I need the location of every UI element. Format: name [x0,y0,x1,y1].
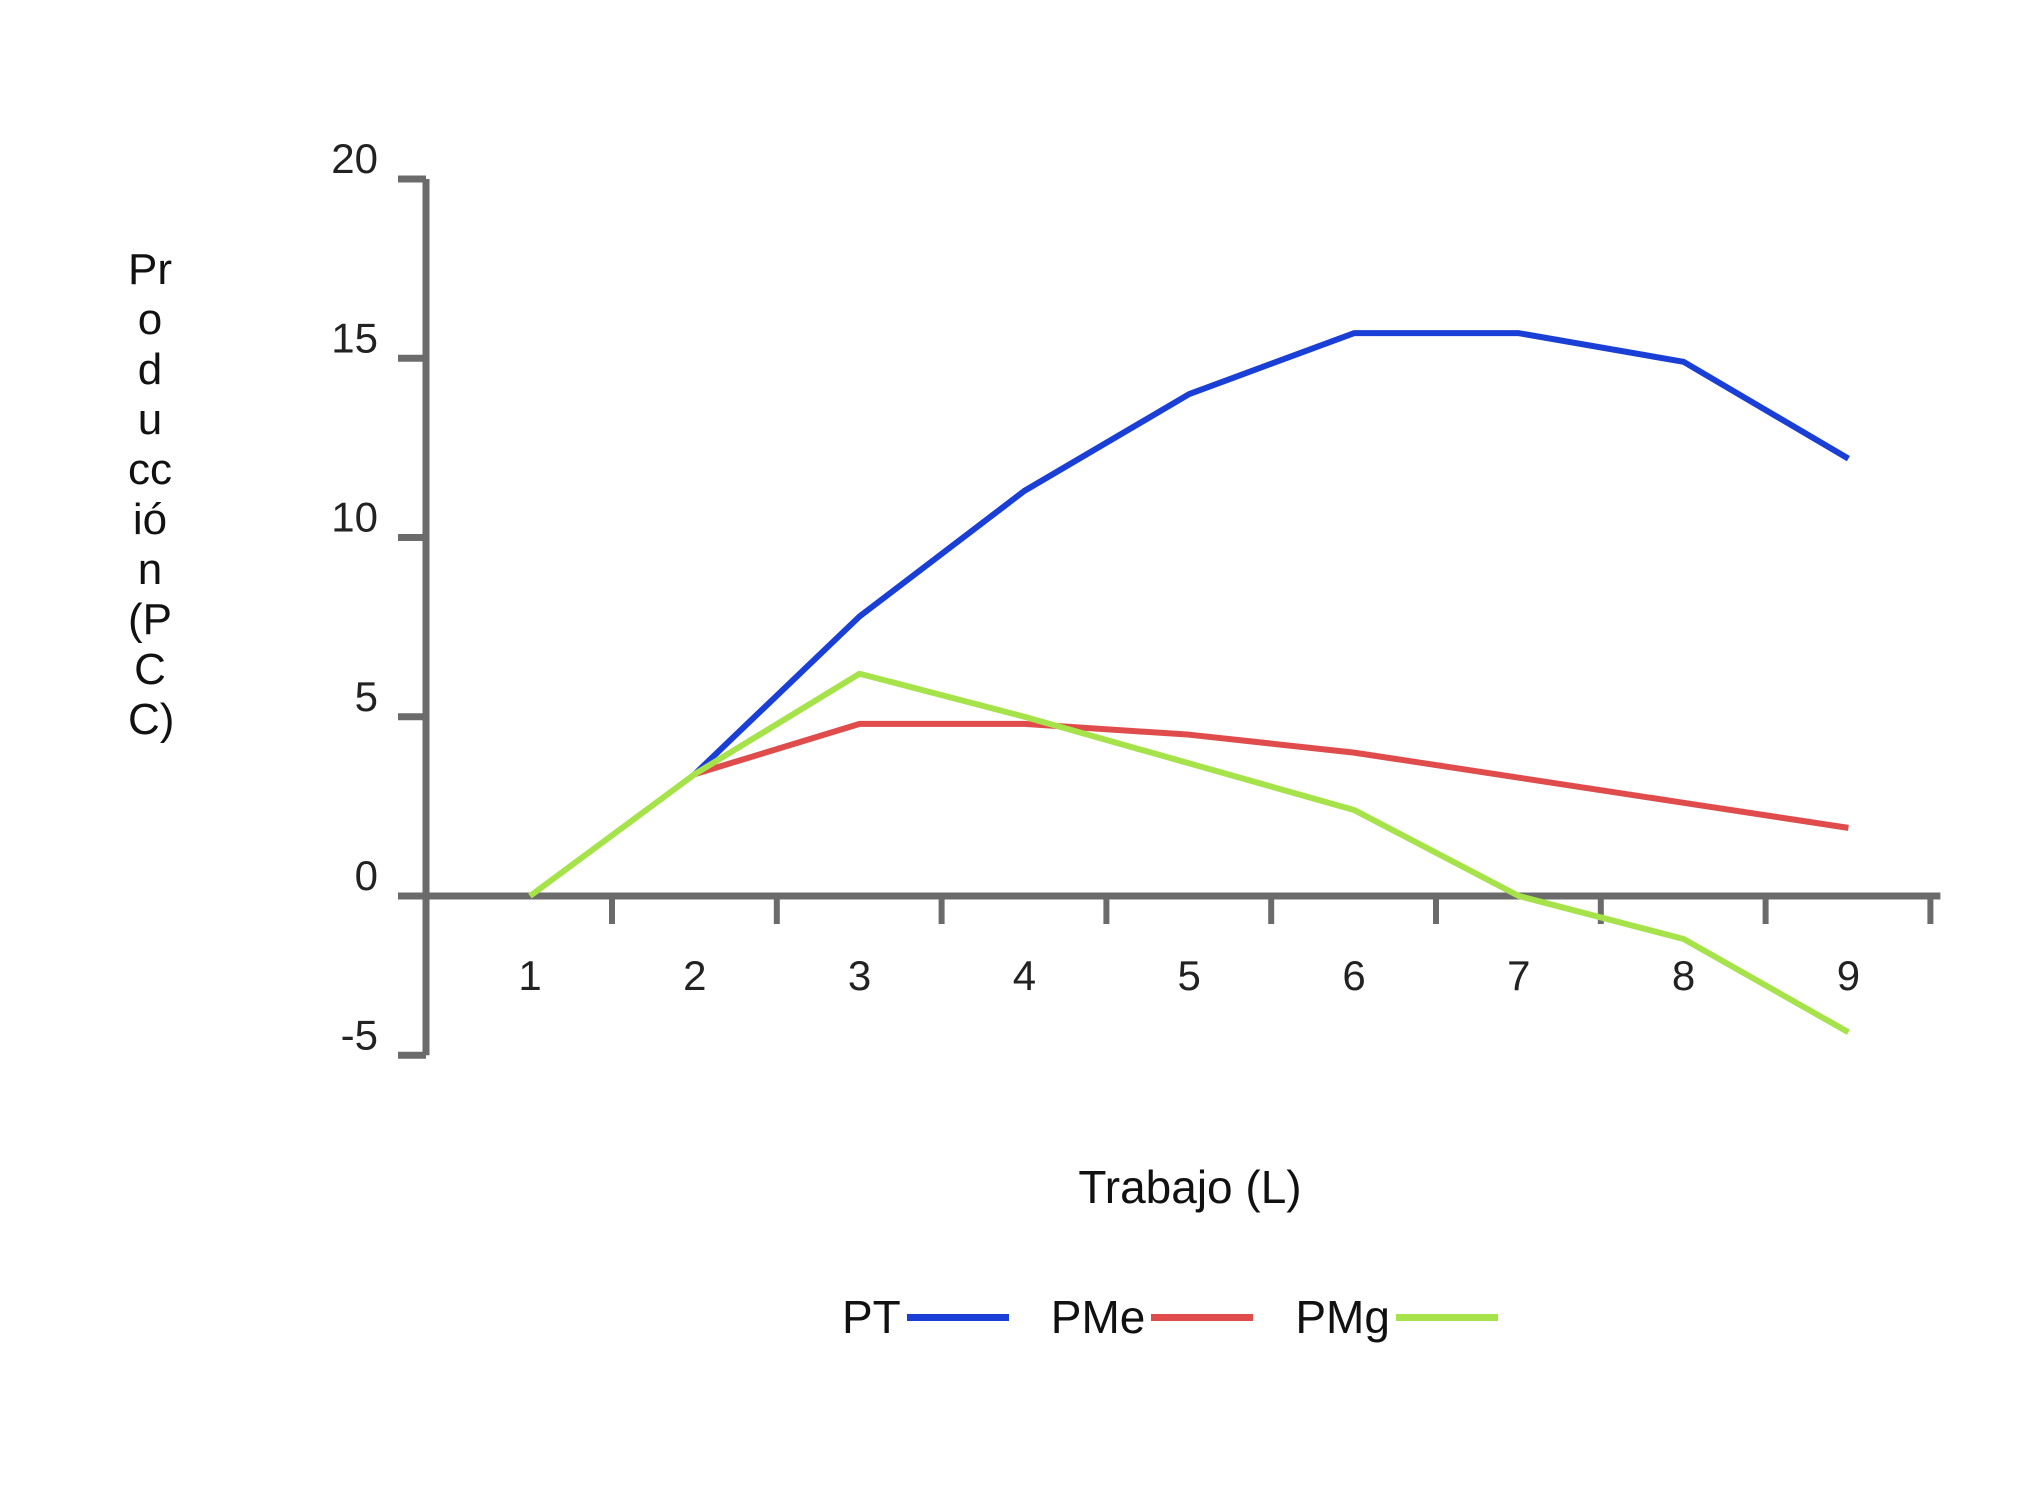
x-tick-label: 7 [1507,952,1530,999]
legend: PT PMe PMg [842,1290,1540,1344]
y-tick-label: 0 [355,852,378,899]
x-tick-label: 8 [1672,952,1695,999]
x-tick-label: 1 [518,952,541,999]
x-tick-label: 4 [1013,952,1036,999]
x-tick-label: 9 [1837,952,1860,999]
legend-swatch-pmg [1395,1313,1498,1321]
series-line-pt [692,330,1850,777]
legend-item-pme: PMe [1051,1290,1254,1344]
y-tick-label: 5 [355,673,378,720]
x-axis-label: Trabajo (L) [1078,1161,1302,1213]
legend-label-pmg: PMg [1295,1291,1390,1343]
series-line-pme [693,720,1849,831]
y-tick-label: 20 [331,135,378,182]
y-axis-label: Producción (PCC) [128,245,175,744]
y-tick-label: 15 [331,314,378,361]
x-tick-label: 2 [683,952,706,999]
legend-item-pmg: PMg [1295,1290,1498,1344]
x-tick-label: 3 [848,952,871,999]
legend-label-pt: PT [842,1291,901,1343]
legend-label-pme: PMe [1050,1291,1146,1343]
series-line-pmg [528,670,1850,1035]
legend-item-pt: PT [842,1290,1009,1344]
y-tick-label: 10 [331,494,378,541]
x-tick-label: 6 [1342,952,1365,999]
x-tick-label: 5 [1178,952,1201,999]
y-tick-label: -5 [341,1011,378,1058]
legend-swatch-pme [1151,1313,1254,1321]
legend-swatch-pt [906,1313,1009,1321]
